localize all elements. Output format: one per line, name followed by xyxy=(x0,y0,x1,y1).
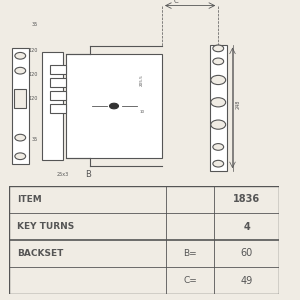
Text: 35: 35 xyxy=(31,137,38,142)
Text: C=: C= xyxy=(183,276,197,285)
Text: BACKSET: BACKSET xyxy=(17,249,64,258)
Text: ITEM: ITEM xyxy=(17,195,42,204)
Text: 60: 60 xyxy=(241,248,253,259)
Text: 25x3: 25x3 xyxy=(57,172,69,177)
Text: 10: 10 xyxy=(140,110,145,114)
Bar xyxy=(210,45,226,171)
Circle shape xyxy=(213,144,224,150)
Text: 1836: 1836 xyxy=(233,194,260,205)
Circle shape xyxy=(211,120,226,129)
Text: B: B xyxy=(85,170,91,179)
Bar xyxy=(50,78,66,87)
Circle shape xyxy=(15,67,26,74)
Circle shape xyxy=(15,153,26,160)
Circle shape xyxy=(15,52,26,59)
Text: 120: 120 xyxy=(28,72,38,77)
Bar xyxy=(14,89,26,108)
Bar xyxy=(50,91,66,100)
Circle shape xyxy=(213,58,224,65)
Text: C: C xyxy=(173,0,178,4)
Text: 120: 120 xyxy=(28,96,38,101)
Text: 49: 49 xyxy=(241,275,253,286)
Text: KEY TURNS: KEY TURNS xyxy=(17,222,74,231)
Text: 4: 4 xyxy=(243,221,250,232)
Bar xyxy=(66,54,162,158)
Bar xyxy=(50,65,66,74)
Circle shape xyxy=(213,160,224,167)
Circle shape xyxy=(213,45,224,52)
Circle shape xyxy=(15,134,26,141)
Text: 35: 35 xyxy=(31,22,38,27)
Circle shape xyxy=(110,103,118,109)
Circle shape xyxy=(211,98,226,107)
Text: B=: B= xyxy=(183,249,197,258)
Bar xyxy=(42,52,63,160)
Text: 120: 120 xyxy=(28,48,38,53)
Text: 248: 248 xyxy=(236,100,241,109)
Bar xyxy=(12,48,28,164)
Bar xyxy=(50,104,66,113)
Text: 205.5: 205.5 xyxy=(140,74,143,86)
Circle shape xyxy=(211,75,226,85)
